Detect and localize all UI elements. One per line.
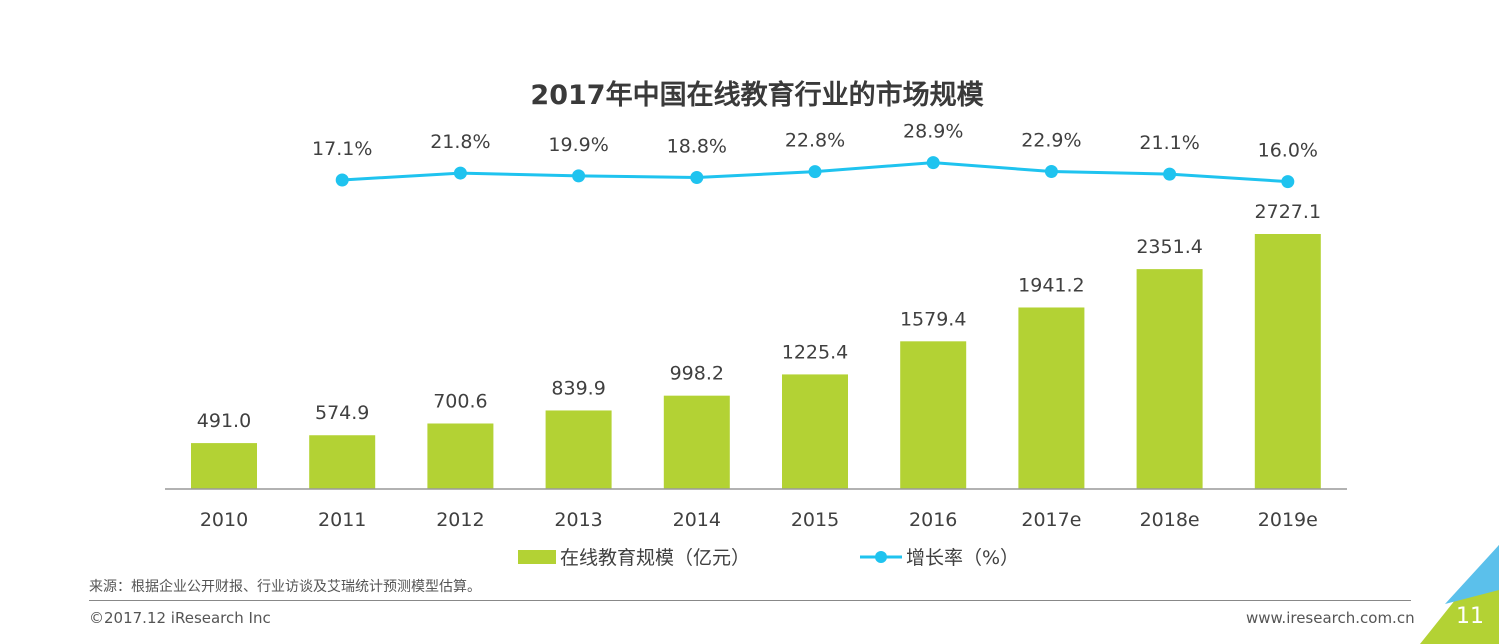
growth-point — [1044, 164, 1058, 178]
bar — [309, 435, 376, 489]
x-tick-label: 2015 — [791, 509, 839, 531]
legend-bar-swatch — [518, 550, 556, 564]
x-tick-label: 2010 — [200, 509, 248, 531]
bar-value-label: 839.9 — [551, 377, 605, 399]
x-tick-label: 2014 — [673, 509, 721, 531]
bar — [1136, 269, 1203, 489]
footer-divider — [89, 600, 1411, 601]
growth-value-label: 17.1% — [312, 138, 372, 160]
website-link[interactable]: www.iresearch.com.cn — [1246, 609, 1415, 627]
growth-point — [690, 171, 704, 185]
x-tick-label: 2011 — [318, 509, 366, 531]
growth-value-label: 21.8% — [430, 131, 490, 153]
x-tick-label: 2019e — [1258, 509, 1318, 531]
x-tick-label: 2018e — [1140, 509, 1200, 531]
bar — [663, 395, 730, 489]
bar-value-label: 2351.4 — [1136, 236, 1202, 258]
bar-value-label: 1941.2 — [1018, 274, 1084, 296]
growth-value-label: 22.9% — [1021, 129, 1081, 151]
bar — [545, 410, 612, 489]
bar-value-label: 491.0 — [197, 410, 251, 432]
legend-line-marker — [875, 551, 887, 563]
legend-bar-label: 在线教育规模（亿元） — [560, 547, 750, 569]
growth-point — [926, 156, 940, 170]
growth-value-label: 28.9% — [903, 121, 963, 143]
corner-decoration-blue — [1445, 545, 1499, 604]
bar — [1018, 307, 1085, 489]
legend: 在线教育规模（亿元） 增长率（%） — [518, 547, 1019, 569]
x-tick-label: 2012 — [436, 509, 484, 531]
growth-value-label: 19.9% — [548, 134, 608, 156]
x-tick-label: 2013 — [554, 509, 602, 531]
x-tick-label: 2017e — [1021, 509, 1081, 531]
bar — [427, 423, 494, 489]
growth-point — [335, 173, 349, 187]
bar — [191, 443, 257, 489]
growth-value-label: 21.1% — [1139, 132, 1199, 154]
growth-value-label: 16.0% — [1258, 140, 1318, 162]
bar — [900, 341, 967, 489]
source-note: 来源：根据企业公开财报、行业访谈及艾瑞统计预测模型估算。 — [89, 579, 481, 595]
growth-point — [1163, 167, 1177, 181]
growth-value-label: 18.8% — [667, 136, 727, 158]
bar-value-label: 574.9 — [315, 402, 369, 424]
growth-value-label: 22.8% — [785, 130, 845, 152]
bar — [782, 374, 848, 489]
bar — [1254, 234, 1321, 489]
bar-value-label: 1579.4 — [900, 308, 966, 330]
legend-line-label: 增长率（%） — [906, 547, 1019, 569]
bar-value-label: 1225.4 — [782, 341, 848, 363]
bar-value-label: 700.6 — [433, 390, 487, 412]
growth-point — [572, 169, 586, 183]
bar-value-label: 2727.1 — [1255, 201, 1321, 223]
page-number: 11 — [1456, 604, 1484, 629]
growth-point — [453, 166, 467, 180]
chart-title: 2017年中国在线教育行业的市场规模 — [530, 79, 983, 111]
copyright: ©2017.12 iResearch Inc — [89, 609, 271, 627]
x-tick-label: 2016 — [909, 509, 957, 531]
bar-value-label: 998.2 — [670, 363, 724, 385]
growth-point — [808, 165, 822, 179]
growth-point — [1281, 175, 1295, 189]
